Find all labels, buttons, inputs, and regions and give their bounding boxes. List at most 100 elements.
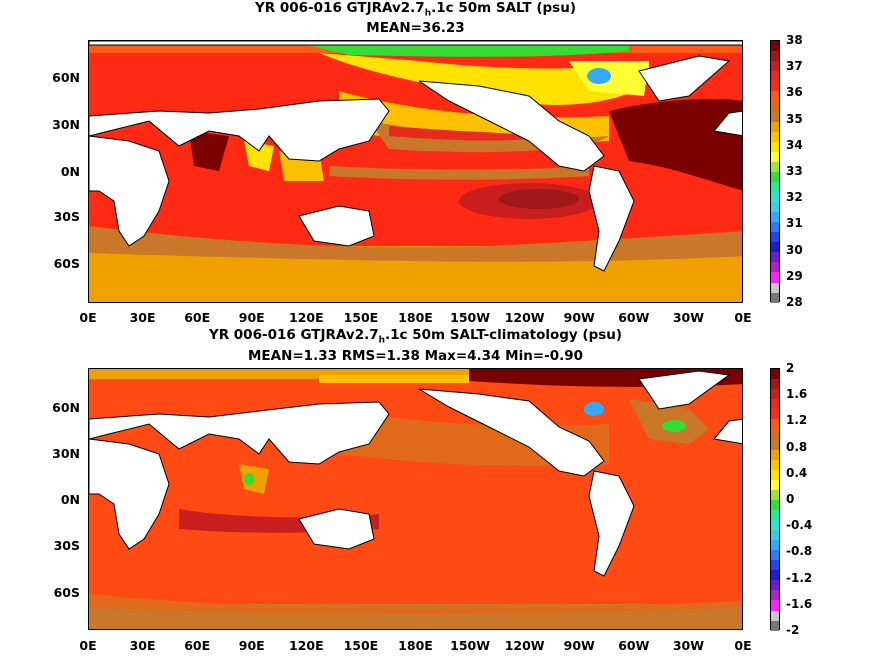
colorbar-swatch <box>771 590 779 601</box>
colorbar-swatch <box>771 232 779 243</box>
lon-label: 120E <box>289 310 324 325</box>
colorbar-swatch <box>771 41 779 52</box>
sp-max-core <box>499 189 579 209</box>
colorbar-swatch <box>771 439 779 450</box>
colorbar-swatch <box>771 610 779 621</box>
colorbar-swatch <box>771 292 779 303</box>
bottom-colorbar <box>770 368 780 631</box>
colorbar-swatch <box>771 262 779 273</box>
colorbar-tick-label: 38 <box>786 33 803 47</box>
lon-label: 30W <box>672 638 704 653</box>
colorbar-swatch <box>771 499 779 510</box>
north-pacific-fresh <box>319 53 649 105</box>
colorbar-swatch <box>771 419 779 430</box>
colorbar-swatch <box>771 81 779 92</box>
colorbar-swatch <box>771 449 779 460</box>
lon-label: 150E <box>343 310 379 325</box>
colorbar-swatch <box>771 620 779 631</box>
colorbar-swatch <box>771 399 779 410</box>
ocean-base <box>89 369 742 629</box>
eq-pacific-band <box>329 166 589 180</box>
colorbar-swatch <box>771 51 779 62</box>
lon-label: 90W <box>563 638 595 653</box>
colorbar-swatch <box>771 580 779 591</box>
colorbar-swatch <box>771 181 779 192</box>
colorbar-swatch <box>771 519 779 530</box>
colorbar-swatch <box>771 121 779 132</box>
bottom-lat-0n: 0N <box>60 492 80 507</box>
colorbar-swatch <box>771 409 779 420</box>
colorbar-swatch <box>771 171 779 182</box>
bottom-lat-30n: 30N <box>52 446 80 461</box>
colorbar-swatch <box>771 429 779 440</box>
colorbar-swatch <box>771 540 779 551</box>
lon-label: 30E <box>129 310 156 325</box>
colorbar-tick-label: 2 <box>786 361 795 375</box>
colorbar-tick-label: 0 <box>786 492 795 506</box>
lon-label: 30E <box>129 638 156 653</box>
southern-band2 <box>89 594 742 615</box>
hudson-low <box>584 402 604 416</box>
lon-label: 90E <box>238 638 265 653</box>
colorbar-tick-label: 29 <box>786 268 803 283</box>
colorbar-swatch <box>771 379 779 390</box>
colorbar-swatch <box>771 61 779 72</box>
colorbar-tick-label: -0.8 <box>786 544 813 559</box>
top-lat-30n: 30N <box>52 117 80 132</box>
colorbar-swatch <box>771 71 779 82</box>
colorbar-swatch <box>771 369 779 380</box>
lon-label: 0E <box>734 638 752 653</box>
top-lat-30s: 30S <box>53 209 80 224</box>
colorbar-swatch <box>771 101 779 112</box>
bay-of-bengal-fresh <box>244 141 274 171</box>
lon-label: 90E <box>238 310 265 325</box>
lon-label: 0E <box>79 638 97 653</box>
colorbar-swatch <box>771 389 779 400</box>
colorbar-tick-label: 33 <box>786 164 803 178</box>
colorbar-swatch <box>771 131 779 142</box>
lon-label: 150E <box>343 638 379 653</box>
bottom-lat-60n: 60N <box>52 400 80 415</box>
land <box>89 370 742 577</box>
colorbar-swatch <box>771 570 779 581</box>
colorbar-swatch <box>771 151 779 162</box>
colorbar-tick-label: 0.8 <box>786 439 808 454</box>
north-atlantic-low <box>662 420 686 432</box>
lon-label: 120W <box>504 638 545 653</box>
arabian-sea-max <box>189 131 229 171</box>
lon-label: 60E <box>184 638 211 653</box>
bottom-map <box>88 368 743 630</box>
top-lat-60n: 60N <box>52 70 80 85</box>
land <box>89 41 742 272</box>
colorbar-swatch <box>771 282 779 293</box>
lon-label: 180E <box>398 638 433 653</box>
colorbar-tick-label: -2 <box>786 623 800 637</box>
colorbar-swatch <box>771 141 779 152</box>
top-colorbar <box>770 40 780 303</box>
colorbar-tick-label: 1.2 <box>786 413 808 428</box>
colorbar-swatch <box>771 222 779 233</box>
north-pacific-max <box>389 126 549 141</box>
colorbar-tick-label: 34 <box>786 137 803 152</box>
colorbar-swatch <box>771 560 779 571</box>
bottom-lat-30s: 30S <box>53 538 80 553</box>
lon-label: 0E <box>79 310 97 325</box>
colorbar-swatch <box>771 212 779 223</box>
top-map <box>88 40 743 303</box>
colorbar-tick-label: 1.6 <box>786 387 808 402</box>
bottom-subtitle: MEAN=1.33 RMS=1.38 Max=4.34 Min=-0.90 <box>247 348 584 364</box>
top-subtitle: MEAN=36.23 <box>366 20 465 36</box>
bay-of-bengal-low <box>244 473 254 485</box>
lon-label: 30W <box>672 310 704 325</box>
bottom-title: YR 006-016 GTJRAv2.7h.1c 50m SALT-climat… <box>208 327 623 346</box>
colorbar-swatch <box>771 242 779 253</box>
top-map-svg <box>89 41 742 302</box>
colorbar-swatch <box>771 530 779 541</box>
lon-label: 60W <box>618 638 650 653</box>
colorbar-swatch <box>771 272 779 283</box>
lon-label: 0E <box>734 310 752 325</box>
top-lat-60s: 60S <box>53 256 80 271</box>
colorbar-swatch <box>771 459 779 470</box>
southern-band2 <box>89 226 742 262</box>
bottom-lat-60s: 60S <box>53 585 80 600</box>
